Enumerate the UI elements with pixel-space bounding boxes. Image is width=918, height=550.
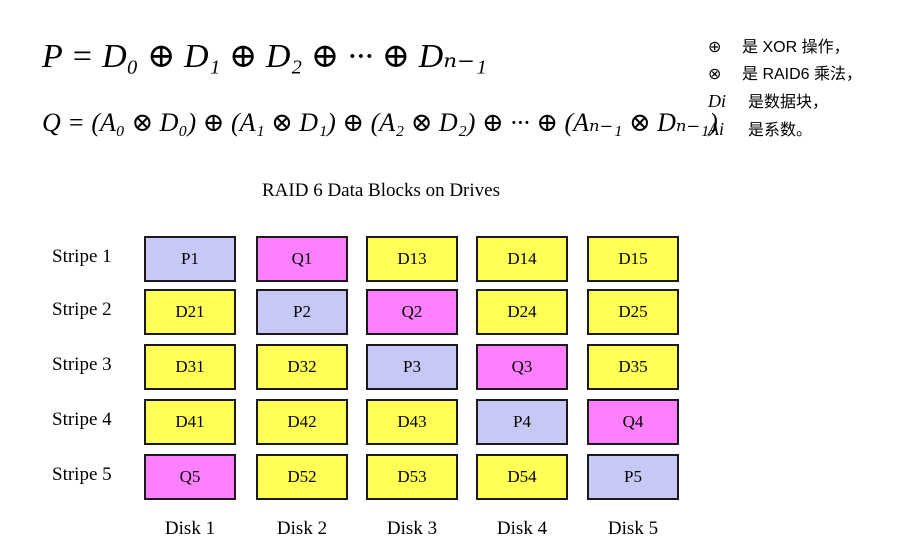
parity-p-block: P3 (366, 344, 458, 390)
multiply-symbol-icon: ⊗ (708, 64, 722, 83)
stripe-label: Stripe 2 (52, 299, 112, 320)
disk-label: Disk 1 (164, 518, 216, 539)
disk-label: Disk 5 (607, 518, 659, 539)
parity-p-block: P1 (144, 236, 236, 282)
parity-q-block: Q2 (366, 289, 458, 335)
legend: ⊕ 是 XOR 操作， ⊗ 是 RAID6 乘法， Di 是数据块， Ai 是系数。 (708, 34, 862, 144)
disk-label: Disk 3 (386, 518, 438, 539)
parity-q-formula: Q = (A₀ ⊗ D₀) ⊕ (A₁ ⊗ D₁) ⊕ (A₂ ⊗ D₂) ⊕ … (42, 108, 718, 137)
data-block: D43 (366, 399, 458, 445)
data-block: D35 (587, 344, 679, 390)
data-block: D15 (587, 236, 679, 282)
disk-label: Disk 4 (496, 518, 548, 539)
legend-item-data-block: Di 是数据块， (708, 88, 862, 116)
data-block: D25 (587, 289, 679, 335)
data-block: D14 (476, 236, 568, 282)
stripe-label: Stripe 3 (52, 354, 112, 375)
diagram-title: RAID 6 Data Blocks on Drives (262, 180, 500, 201)
parity-p-formula: P = D₀ ⊕ D₁ ⊕ D₂ ⊕ ··· ⊕ Dₙ₋₁ (42, 38, 487, 75)
data-block: D32 (256, 344, 348, 390)
legend-text: 是数据块， (748, 94, 829, 111)
legend-item-multiply: ⊗ 是 RAID6 乘法， (708, 61, 862, 88)
legend-text: 是 XOR 操作， (742, 39, 850, 56)
legend-variable: Ai (708, 119, 724, 139)
legend-item-xor: ⊕ 是 XOR 操作， (708, 34, 862, 61)
disk-label: Disk 2 (276, 518, 328, 539)
data-block: D42 (256, 399, 348, 445)
parity-q-block: Q3 (476, 344, 568, 390)
data-block: D21 (144, 289, 236, 335)
legend-variable: Di (708, 91, 726, 111)
data-block: D24 (476, 289, 568, 335)
xor-symbol-icon: ⊕ (708, 37, 722, 56)
parity-p-block: P4 (476, 399, 568, 445)
parity-q-block: Q4 (587, 399, 679, 445)
legend-item-coefficient: Ai 是系数。 (708, 116, 862, 144)
data-block: D13 (366, 236, 458, 282)
parity-q-block: Q5 (144, 454, 236, 500)
stripe-label: Stripe 5 (52, 464, 112, 485)
legend-text: 是系数。 (748, 122, 813, 139)
legend-text: 是 RAID6 乘法， (742, 66, 863, 83)
data-block: D52 (256, 454, 348, 500)
stripe-label: Stripe 4 (52, 409, 112, 430)
parity-p-block: P5 (587, 454, 679, 500)
parity-q-block: Q1 (256, 236, 348, 282)
data-block: D41 (144, 399, 236, 445)
data-block: D31 (144, 344, 236, 390)
stripe-label: Stripe 1 (52, 246, 112, 267)
data-block: D53 (366, 454, 458, 500)
data-block: D54 (476, 454, 568, 500)
parity-p-block: P2 (256, 289, 348, 335)
